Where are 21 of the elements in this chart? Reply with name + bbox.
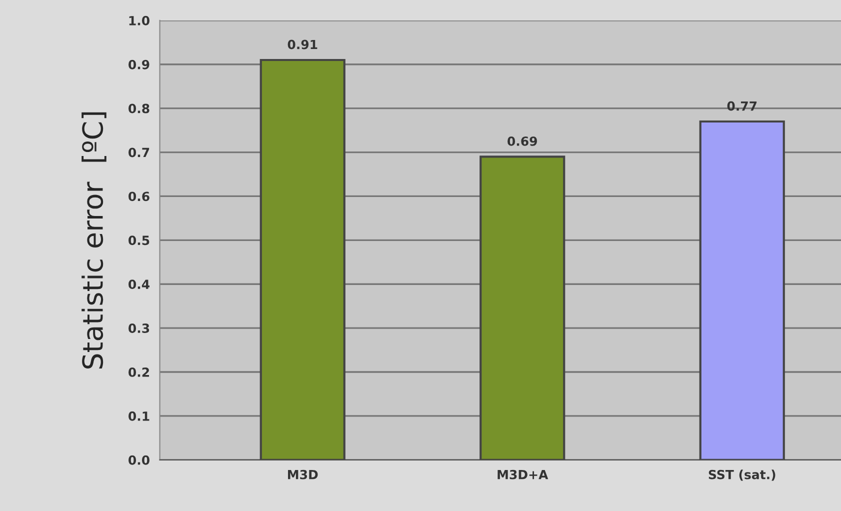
x-tick-label: M3D+A [498, 470, 548, 480]
y-tick-label: 0.5 [128, 236, 150, 246]
x-tick-label: M3D [288, 470, 318, 480]
bar [260, 58, 346, 460]
y-tick-label: 0.7 [128, 148, 150, 158]
y-tick-label: 0.1 [128, 411, 150, 421]
data-label: 0.69 [508, 136, 537, 146]
y-tick-label: 1.0 [129, 16, 150, 26]
x-tick-label: SST (sat.) [708, 470, 776, 481]
y-tick-label: 0.6 [128, 192, 150, 202]
data-label: 0.77 [727, 101, 757, 111]
y-tick-label: 0.4 [128, 280, 150, 290]
data-label: 0.91 [288, 40, 318, 50]
y-axis-title: Statistic error [ºC] [82, 112, 106, 369]
y-tick-label: 0.9 [128, 60, 150, 70]
y-tick-label: 0.8 [128, 104, 150, 114]
bar [699, 120, 785, 460]
y-tick-label: 0.0 [128, 455, 150, 465]
bar [480, 156, 566, 460]
y-tick-label: 0.2 [128, 367, 149, 377]
y-tick-label: 0.3 [128, 324, 150, 333]
